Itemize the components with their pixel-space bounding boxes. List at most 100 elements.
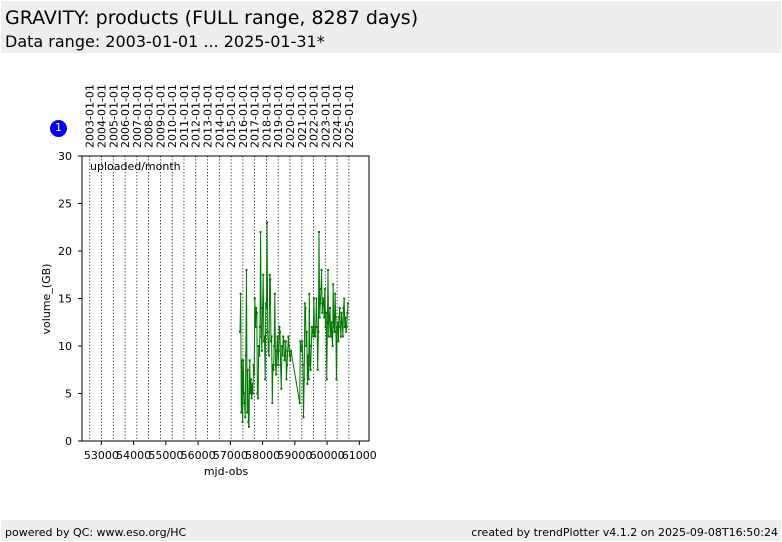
data-point	[301, 364, 304, 366]
data-point	[289, 359, 292, 362]
x-tick-label: 53000	[84, 449, 119, 462]
plot-number-badge[interactable]: 1	[50, 120, 67, 137]
data-point	[339, 326, 342, 328]
data-point	[282, 335, 285, 338]
data-point	[244, 416, 247, 419]
year-label: 2009-01-01	[154, 84, 167, 148]
data-point	[314, 326, 317, 328]
data-point	[253, 297, 256, 300]
x-tick-label: 55000	[148, 449, 183, 462]
data-point	[340, 311, 343, 314]
data-point	[268, 273, 271, 276]
data-point	[345, 326, 348, 328]
data-point	[312, 335, 315, 338]
data-point	[308, 292, 311, 295]
data-point	[325, 378, 328, 381]
year-label: 2017-01-01	[249, 84, 262, 148]
data-point	[274, 364, 277, 366]
data-point	[264, 378, 267, 381]
data-point	[330, 321, 333, 324]
data-point	[266, 221, 269, 224]
data-point	[318, 231, 320, 233]
data-point	[327, 335, 330, 338]
year-grid	[89, 156, 350, 441]
year-label: 2018-01-01	[260, 84, 273, 148]
data-point	[285, 378, 288, 381]
data-point	[247, 421, 250, 423]
data-point	[250, 397, 253, 400]
data-point	[265, 307, 268, 309]
data-point	[321, 311, 324, 314]
data-point	[315, 297, 318, 300]
data-point	[327, 269, 329, 271]
data-point	[334, 316, 337, 319]
data-point	[246, 411, 249, 414]
data-point	[323, 316, 326, 319]
data-point	[346, 311, 349, 314]
data-point	[320, 269, 323, 271]
year-label: 2012-01-01	[190, 84, 203, 148]
data-point	[336, 326, 339, 328]
data-point	[336, 321, 339, 324]
data-point	[249, 392, 252, 395]
data-point	[323, 288, 326, 290]
year-label: 2016-01-01	[237, 84, 250, 148]
data-point	[270, 335, 273, 338]
data-point	[305, 330, 308, 333]
year-label: 2010-01-01	[166, 84, 179, 148]
data-point	[255, 311, 258, 314]
data-point	[329, 307, 331, 309]
data-point	[269, 278, 272, 281]
data-point	[254, 326, 257, 328]
x-tick-label: 59000	[277, 449, 312, 462]
year-label: 2023-01-01	[319, 84, 332, 148]
data-point	[273, 345, 276, 347]
data-point	[258, 354, 261, 357]
data-point	[342, 307, 345, 309]
y-tick-label: 30	[58, 150, 72, 163]
data-point	[347, 302, 349, 305]
year-label: 2005-01-01	[107, 84, 120, 148]
data-point	[310, 345, 313, 347]
data-point	[331, 345, 334, 347]
data-point	[275, 373, 278, 376]
data-point	[250, 378, 252, 381]
data-point	[284, 340, 287, 343]
year-label: 2024-01-01	[331, 84, 344, 148]
data-point	[279, 330, 281, 333]
data-point	[307, 354, 310, 357]
data-point	[267, 349, 270, 352]
data-point	[300, 349, 302, 352]
page-title: GRAVITY: products (FULL range, 8287 days…	[5, 7, 419, 29]
year-label: 2006-01-01	[119, 84, 132, 148]
data-point	[261, 307, 264, 309]
data-point	[270, 340, 272, 343]
year-label: 2007-01-01	[131, 84, 144, 148]
data-point	[253, 373, 256, 376]
x-axis-label: mjd-obs	[204, 465, 249, 478]
data-point	[314, 335, 317, 338]
data-point	[280, 387, 283, 390]
data-point	[341, 335, 344, 338]
data-point	[278, 326, 281, 328]
data-point	[330, 335, 333, 338]
data-point	[246, 368, 249, 371]
data-point	[276, 335, 279, 338]
data-point	[317, 330, 320, 333]
year-labels: 2003-01-012004-01-012005-01-012006-01-01…	[84, 84, 356, 148]
data-point	[343, 326, 346, 328]
year-label: 2021-01-01	[296, 84, 309, 148]
data-point	[252, 364, 255, 366]
data-point	[243, 402, 246, 404]
year-label: 2011-01-01	[178, 84, 191, 148]
data-point	[262, 273, 265, 276]
data-point	[271, 402, 274, 404]
data-point	[333, 330, 336, 333]
data-point	[316, 326, 319, 328]
data-point	[286, 349, 289, 352]
footer-bar: powered by QC: www.eso.org/HC created by…	[1, 520, 781, 541]
data-point	[288, 354, 291, 357]
data-point	[300, 345, 303, 347]
x-tick-label: 54000	[116, 449, 151, 462]
